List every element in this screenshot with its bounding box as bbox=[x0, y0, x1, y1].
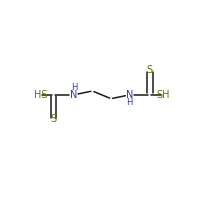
Text: HS: HS bbox=[34, 90, 47, 100]
Text: H: H bbox=[71, 83, 77, 92]
Text: S: S bbox=[147, 65, 153, 75]
Text: N: N bbox=[126, 90, 133, 100]
Text: S: S bbox=[51, 114, 57, 124]
Text: N: N bbox=[70, 90, 78, 100]
Text: H: H bbox=[126, 98, 133, 107]
Text: SH: SH bbox=[156, 90, 170, 100]
